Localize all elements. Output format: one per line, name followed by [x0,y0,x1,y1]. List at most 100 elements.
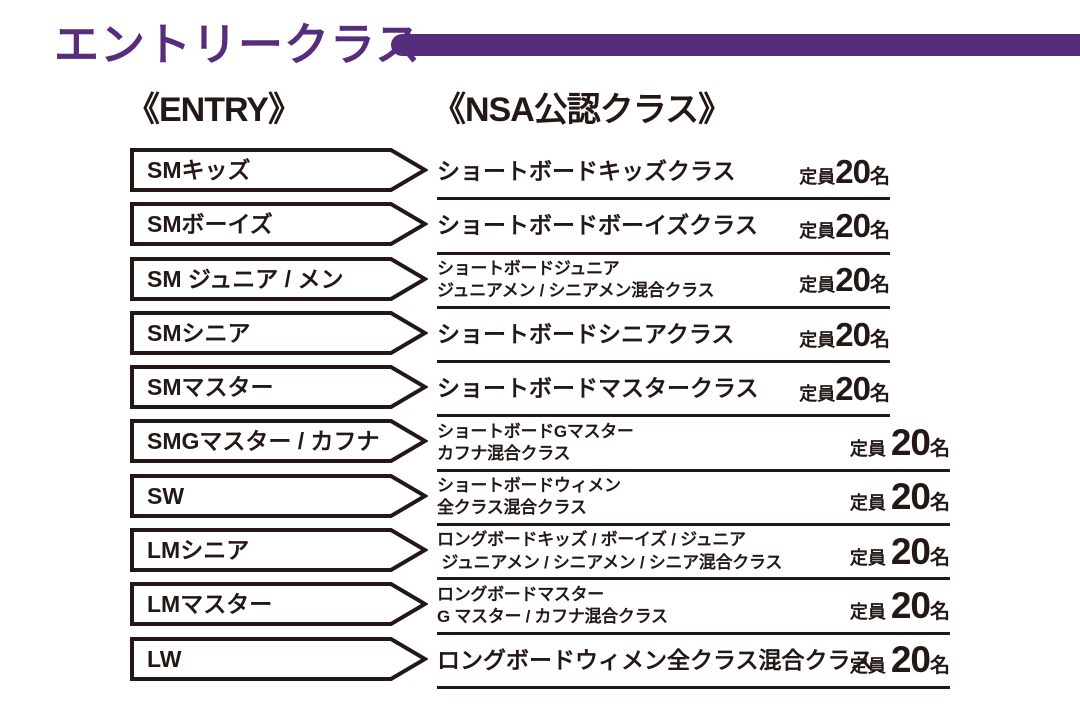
capacity-unit: 名 [870,382,890,405]
class-row: SMボーイズ ショートボードボーイズクラス 定員20名 [130,200,950,255]
nsa-class-cell: ロングボードウィメン全クラス混合クラス 定員 20名 [437,635,950,689]
class-mapping-list: SMキッズ ショートボードキッズクラス 定員20名 SMボーイズ ショートボード… [130,146,950,689]
right-arrow-shape [130,473,428,518]
right-arrow-shape [130,419,428,464]
class-row: SMGマスター / カフナ ショートボードGマスター カフナ混合クラス 定員 20名 [130,417,950,472]
nsa-class-cell: ロングボードマスター G マスター / カフナ混合クラス 定員 20名 [437,580,950,635]
right-arrow-shape [130,636,428,681]
entry-class-box: SMキッズ [130,148,428,192]
capacity-unit: 名 [930,655,950,678]
nsa-class-cell: ショートボードボーイズクラス 定員20名 [437,200,890,255]
nsa-class-name-line: ジュニアメン / シニアメン / シニア混合クラス [437,552,783,572]
capacity-prefix: 定員 [799,275,836,296]
entry-column-header: 《ENTRY》 [126,91,302,129]
capacity-number: 20 [835,206,871,244]
capacity-unit: 名 [870,328,890,351]
nsa-class-cell: ショートボードウィメン 全クラス混合クラス 定員 20名 [437,472,950,527]
entry-class-label: SMキッズ [147,157,251,183]
right-arrow-shape [130,148,428,192]
entry-class-box: SMGマスター / カフナ [130,419,428,464]
class-row: SMマスター ショートボードマスタークラス 定員20名 [130,363,950,418]
capacity-number: 20 [890,585,931,627]
nsa-column-header: 《NSA公認クラス》 [432,91,732,129]
nsa-class-name-line: ジュニアメン / シニアメン混合クラス [437,281,715,301]
nsa-class-name: ショートボードマスタークラス [437,375,797,402]
nsa-class-name-line: ロングボードキッズ / ボーイズ / ジュニア [437,530,746,550]
entry-class-label: SM ジュニア / メン [147,265,344,292]
nsa-class-name: ショートボードボーイズクラス [437,212,797,239]
capacity-number: 20 [890,422,931,464]
nsa-class-cell: ショートボードジュニアジュニアメン / シニアメン混合クラス 定員20名 [437,255,890,309]
nsa-class-name-line: ショートボードマスタークラス [437,375,759,402]
capacity-number: 20 [835,152,871,190]
nsa-class-name-line: ショートボードボーイズクラス [437,212,758,239]
right-arrow-shape [130,256,428,301]
capacity-prefix: 定員 [799,383,836,404]
nsa-class-cell: ショートボードシニアクラス 定員20名 [437,309,890,364]
nsa-class-name-line: ロングボードウィメン全クラス混合クラス [437,646,874,673]
right-arrow-shape [130,528,428,573]
right-arrow-shape [130,365,428,410]
class-row: LMマスター ロングボードマスター G マスター / カフナ混合クラス 定員 20名 [130,580,950,635]
right-arrow-shape [130,582,428,627]
nsa-class-name: ロングボードマスター G マスター / カフナ混合クラス [437,584,848,629]
nsa-class-cell: ショートボードキッズクラス 定員20名 [437,146,890,201]
entry-class-label: SMマスター [147,374,274,401]
entry-class-label: SMGマスター / カフナ [147,428,380,455]
nsa-class-name-line: ショートボードジュニア [437,258,620,278]
capacity-badge: 定員20名 [799,316,890,354]
entry-class-label: LMマスター [147,591,273,618]
class-row: SW ショートボードウィメン 全クラス混合クラス 定員 20名 [130,472,950,527]
capacity-number: 20 [890,530,931,572]
class-row: LMシニア ロングボードキッズ / ボーイズ / ジュニア ジュニアメン / シ… [130,526,950,581]
nsa-class-name: ロングボードキッズ / ボーイズ / ジュニア ジュニアメン / シニアメン /… [437,529,848,574]
page-title: エントリークラス [54,19,422,70]
entry-class-box: SMマスター [130,365,428,410]
capacity-unit: 名 [930,546,950,569]
nsa-class-name-line: G マスター / カフナ混合クラス [437,607,668,627]
capacity-prefix: 定員 [799,166,836,187]
capacity-number: 20 [835,315,871,353]
right-arrow-shape [130,202,428,247]
nsa-class-name: ショートボードGマスター カフナ混合クラス [437,421,848,466]
capacity-unit: 名 [930,601,950,624]
capacity-prefix: 定員 [849,656,886,677]
class-row: SMシニア ショートボードシニアクラス 定員20名 [130,309,950,364]
capacity-prefix: 定員 [849,439,886,460]
entry-class-label: SMシニア [147,319,251,346]
entry-class-box: SMシニア [130,310,428,355]
entry-class-box: SMボーイズ [130,202,428,247]
capacity-prefix: 定員 [849,547,886,568]
nsa-class-cell: ロングボードキッズ / ボーイズ / ジュニア ジュニアメン / シニアメン /… [437,526,950,581]
entry-class-label: LMシニア [147,537,250,564]
capacity-unit: 名 [870,165,890,188]
nsa-class-cell: ショートボードGマスター カフナ混合クラス 定員 20名 [437,417,950,472]
nsa-class-cell: ショートボードマスタークラス 定員20名 [437,363,890,418]
entry-class-box: SW [130,473,428,518]
class-row: LW ロングボードウィメン全クラス混合クラス 定員 20名 [130,635,950,689]
nsa-class-name-line: ショートボードウィメン [437,475,621,495]
right-arrow-shape [130,310,428,355]
entry-class-label: SMボーイズ [147,211,273,238]
capacity-prefix: 定員 [799,329,836,350]
nsa-class-name: ショートボードキッズクラス [437,158,797,184]
nsa-class-name-line: ショートボードキッズクラス [437,158,736,184]
capacity-number: 20 [835,261,871,299]
entry-class-box: SM ジュニア / メン [130,256,428,301]
title-accent-bar [391,34,1080,56]
entry-class-label: SW [147,482,185,509]
entry-class-box: LMシニア [130,528,428,573]
capacity-number: 20 [890,476,931,518]
capacity-badge: 定員20名 [799,153,890,191]
entry-class-box: LW [130,636,428,681]
entry-class-label: LW [147,645,182,672]
capacity-unit: 名 [870,274,890,297]
nsa-class-name: ロングボードウィメン全クラス混合クラス [437,646,874,673]
nsa-class-name-line: ロングボードマスター [437,584,604,604]
